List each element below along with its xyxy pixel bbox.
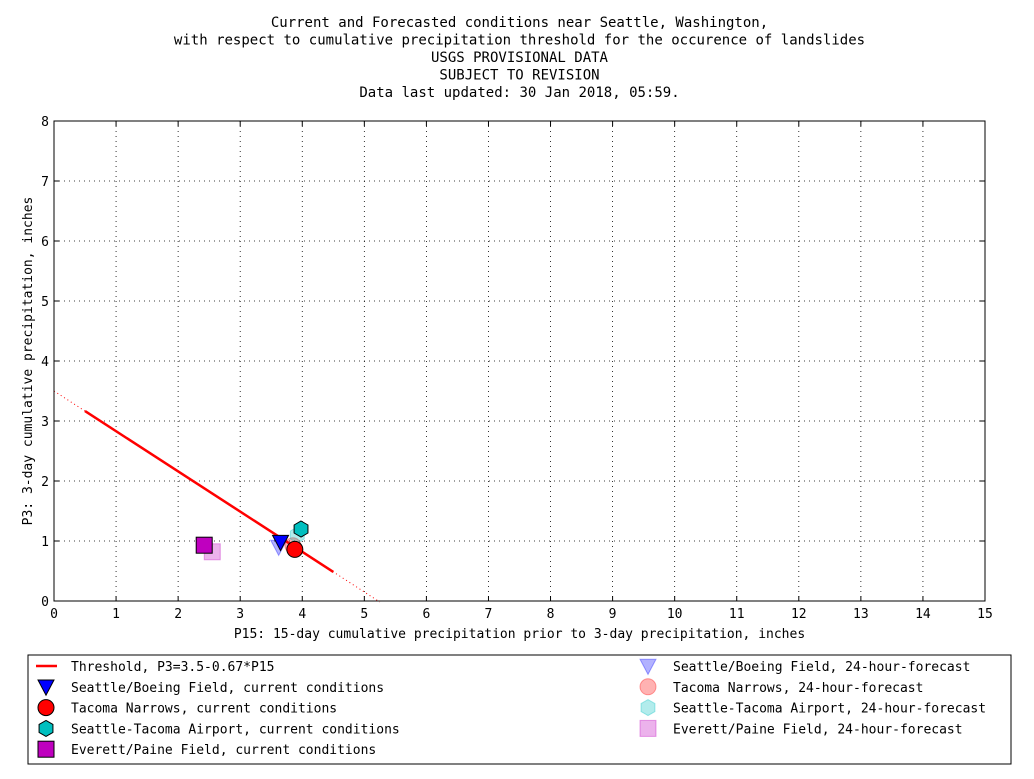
x-tick-label: 13 — [853, 607, 869, 622]
x-tick-label: 5 — [360, 607, 368, 622]
point-everett-paine-field-current-conditions — [195, 536, 213, 554]
legend-label: Everett/Paine Field, current conditions — [71, 743, 376, 758]
legend-marker — [38, 719, 54, 737]
point-seattle-boeing-field-current-conditions — [271, 534, 290, 552]
y-axis-label: P3: 3-day cumulative precipitation, inch… — [21, 197, 36, 526]
grid — [54, 121, 985, 601]
x-tick-label: 11 — [729, 607, 745, 622]
title-line: with respect to cumulative precipitation… — [174, 33, 865, 49]
x-tick-label: 10 — [667, 607, 683, 622]
x-tick-label: 12 — [791, 607, 807, 622]
legend-marker — [37, 679, 55, 697]
legend-label: Seattle/Boeing Field, 24-hour-forecast — [673, 660, 970, 675]
legend-marker — [37, 740, 55, 758]
title-line: Data last updated: 30 Jan 2018, 05:59. — [359, 85, 679, 101]
legend-marker — [639, 678, 657, 696]
x-tick-label: 9 — [609, 607, 617, 622]
x-axis-label: P15: 15-day cumulative precipitation pri… — [234, 627, 805, 642]
legend-marker — [639, 719, 657, 737]
legend-frame — [27, 654, 1012, 765]
legend-label: Seattle/Boeing Field, current conditions — [71, 681, 384, 696]
title-line: USGS PROVISIONAL DATA — [431, 50, 609, 66]
chart-title: Current and Forecasted conditions near S… — [174, 15, 865, 101]
x-tick-label: 7 — [485, 607, 493, 622]
x-tick-label: 4 — [298, 607, 306, 622]
y-tick-label: 2 — [41, 475, 49, 490]
point-seattle-tacoma-airport-current-conditions — [293, 520, 309, 538]
x-tick-label: 14 — [915, 607, 931, 622]
threshold-line-group — [53, 390, 381, 603]
x-tick-label: 0 — [50, 607, 58, 622]
x-tick-label: 3 — [236, 607, 244, 622]
legend-label: Seattle-Tacoma Airport, current conditio… — [71, 722, 400, 737]
legend-marker — [640, 699, 656, 717]
y-tick-label: 1 — [41, 535, 49, 550]
title-line: Current and Forecasted conditions near S… — [271, 15, 768, 31]
point-tacoma-narrows-current-conditions — [286, 540, 304, 558]
legend-marker — [37, 699, 55, 717]
y-tick-label: 8 — [41, 115, 49, 130]
y-tick-label: 6 — [41, 235, 49, 250]
y-tick-label: 5 — [41, 295, 49, 310]
x-tick-label: 6 — [422, 607, 430, 622]
x-tick-label: 2 — [174, 607, 182, 622]
x-tick-label: 15 — [977, 607, 993, 622]
legend-marker — [639, 658, 657, 676]
legend-label: Seattle-Tacoma Airport, 24-hour-forecast — [673, 702, 986, 717]
y-tick-label: 4 — [41, 355, 49, 370]
x-tick-label: 1 — [112, 607, 120, 622]
y-tick-label: 0 — [41, 595, 49, 610]
title-line: SUBJECT TO REVISION — [439, 68, 599, 84]
legend-threshold-label: Threshold, P3=3.5-0.67*P15 — [71, 660, 275, 675]
legend-label: Tacoma Narrows, 24-hour-forecast — [673, 681, 923, 696]
y-tick-label: 7 — [41, 175, 49, 190]
x-tick-label: 8 — [547, 607, 555, 622]
legend-label: Tacoma Narrows, current conditions — [71, 702, 337, 717]
data-points — [195, 520, 309, 561]
legend: Threshold, P3=3.5-0.67*P15 Seattle/Boeing… — [27, 654, 1012, 765]
legend-label: Everett/Paine Field, 24-hour-forecast — [673, 722, 963, 737]
y-tick-label: 3 — [41, 415, 49, 430]
